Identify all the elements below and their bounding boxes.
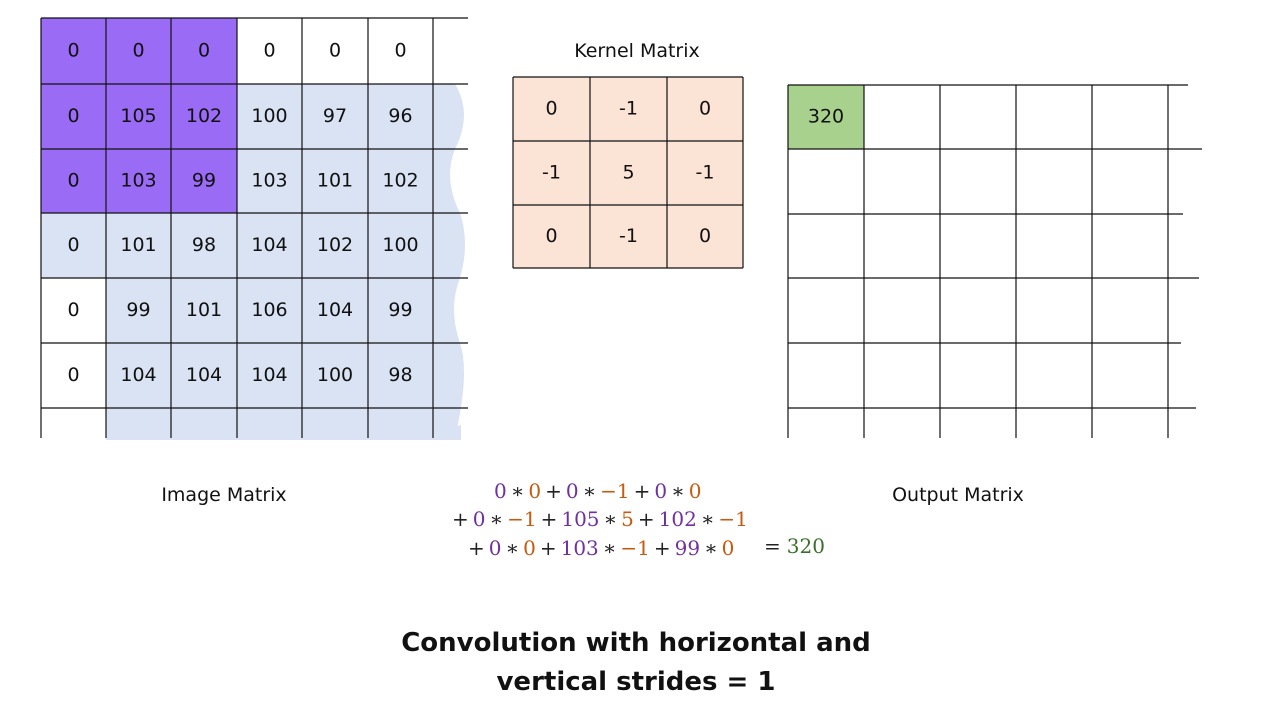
kernel-cell: -1	[619, 98, 638, 120]
kernel-cell: 5	[622, 162, 634, 184]
title-line: Convolution with horizontal and	[401, 628, 871, 658]
image-term: 105	[561, 507, 600, 531]
image-cell: 101	[186, 299, 222, 321]
result: 320	[786, 534, 825, 558]
plus: +	[540, 507, 558, 531]
equals: =	[764, 534, 781, 558]
image-cell: 0	[67, 170, 79, 192]
image-cell: 0	[67, 40, 79, 62]
times: ∗	[510, 479, 525, 503]
kernel-term: 0	[688, 479, 702, 503]
image-cell: 0	[394, 40, 406, 62]
image-cell: 100	[382, 234, 418, 256]
times: ∗	[505, 536, 520, 560]
image-cell: 106	[251, 299, 287, 321]
plus: +	[539, 536, 557, 560]
image-term: 0	[494, 479, 507, 503]
image-cell: 101	[317, 170, 353, 192]
times: ∗	[704, 536, 718, 560]
image-cell: 104	[120, 364, 156, 386]
image-cell: 99	[388, 299, 412, 321]
kernel-label: Kernel Matrix	[574, 40, 700, 62]
output-cell-bg	[788, 85, 864, 149]
image-cell: 102	[317, 234, 353, 256]
image-term: 0	[488, 536, 502, 560]
kernel-term: 0	[721, 536, 735, 560]
kernel-cell: 0	[699, 98, 711, 120]
image-cell: 104	[317, 299, 353, 321]
image-cell: 0	[263, 40, 275, 62]
kernel-term: −1	[620, 536, 650, 560]
image-cell: 98	[192, 234, 216, 256]
kernel-term: −1	[600, 479, 630, 503]
image-cell: 0	[67, 364, 79, 386]
title-line: vertical strides = 1	[496, 667, 776, 697]
image-cell: 0	[198, 40, 210, 62]
image-cell: 105	[120, 105, 156, 127]
image-term: 102	[658, 507, 697, 531]
formula-line: +0 ∗ 0 +103 ∗ −1 +99 ∗ 0	[464, 536, 734, 560]
times: ∗	[671, 479, 685, 503]
image-cell: 99	[192, 170, 216, 192]
image-label: Image Matrix	[161, 484, 287, 506]
formula-line: +0 ∗ −1 +105 ∗ 5 +102 ∗ −1	[448, 507, 748, 531]
image-cell: 98	[388, 364, 412, 386]
times: ∗	[603, 507, 618, 531]
image-term: 103	[560, 536, 599, 560]
formula-result: = 320	[764, 534, 825, 558]
output-cell: 320	[808, 106, 844, 128]
image-cell: 96	[388, 105, 412, 127]
image-cell: 104	[251, 364, 287, 386]
plus: +	[653, 536, 671, 560]
image-cell: 0	[67, 234, 79, 256]
image-cell: 100	[317, 364, 353, 386]
image-cell: 100	[251, 105, 287, 127]
kernel-cell: -1	[619, 225, 638, 247]
image-cell: 99	[126, 299, 150, 321]
image-cell: 101	[120, 234, 156, 256]
image-wavy-edge	[106, 421, 461, 440]
plus: +	[468, 536, 485, 560]
kernel-cell: 0	[545, 225, 557, 247]
kernel-cell: 0	[545, 98, 557, 120]
image-cell: 103	[120, 170, 156, 192]
kernel-term: −1	[507, 507, 537, 531]
image-term: 0	[654, 479, 668, 503]
image-cell: 102	[382, 170, 418, 192]
plus: +	[633, 479, 651, 503]
image-cell: 0	[329, 40, 341, 62]
image-cell: 102	[186, 105, 222, 127]
times: ∗	[582, 479, 597, 503]
kernel-cell: -1	[696, 162, 715, 184]
image-cell: 0	[67, 105, 79, 127]
image-cell: 104	[251, 234, 287, 256]
formula-line: 0 ∗ 0 +0 ∗ −1 +0 ∗ 0	[494, 479, 701, 503]
kernel-term: 5	[621, 507, 634, 531]
output-label: Output Matrix	[892, 484, 1024, 506]
plus: +	[637, 507, 655, 531]
times: ∗	[700, 507, 715, 531]
kernel-term: 0	[528, 479, 542, 503]
image-cell: 0	[67, 299, 79, 321]
image-cell: 97	[323, 105, 347, 127]
image-cell: 103	[251, 170, 287, 192]
image-cell: 104	[186, 364, 222, 386]
plus: +	[545, 479, 562, 503]
image-term: 99	[674, 536, 701, 560]
image-cell: 0	[132, 40, 144, 62]
image-cell-bg	[41, 213, 106, 278]
image-term: 0	[565, 479, 579, 503]
kernel-term: 0	[523, 536, 536, 560]
kernel-term: −1	[718, 507, 748, 531]
kernel-cell: 0	[699, 225, 711, 247]
image-term: 0	[472, 507, 486, 531]
plus: +	[452, 507, 469, 531]
times: ∗	[602, 536, 617, 560]
kernel-window	[41, 18, 237, 213]
kernel-bg	[513, 77, 743, 268]
times: ∗	[489, 507, 504, 531]
kernel-cell: -1	[542, 162, 561, 184]
